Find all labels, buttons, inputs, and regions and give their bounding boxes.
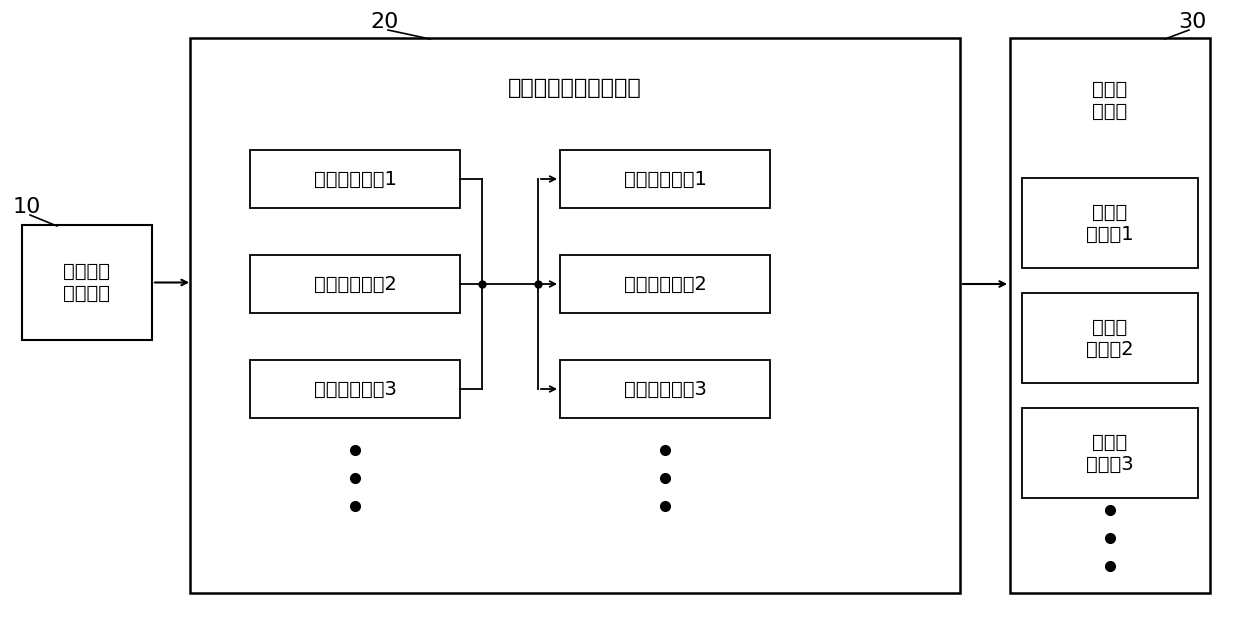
Text: 输入端子视场2: 输入端子视场2: [314, 275, 397, 293]
Bar: [560, 360, 770, 418]
Text: 30: 30: [1178, 12, 1207, 32]
Bar: [250, 255, 460, 313]
Text: 20: 20: [371, 12, 399, 32]
Bar: [1022, 293, 1198, 383]
Text: 光谱分
光系统3: 光谱分 光系统3: [1086, 432, 1133, 473]
Text: 输出端子视场2: 输出端子视场2: [624, 275, 707, 293]
Bar: [560, 255, 770, 313]
Bar: [1022, 408, 1198, 498]
Text: 前置望远
光学系统: 前置望远 光学系统: [63, 262, 110, 303]
Text: 光谱分
光系统1: 光谱分 光系统1: [1086, 202, 1133, 244]
Bar: [1022, 178, 1198, 268]
Bar: [22, 225, 153, 340]
Bar: [1011, 38, 1210, 593]
Text: 输出端子视场3: 输出端子视场3: [624, 379, 707, 399]
Bar: [190, 38, 960, 593]
Text: 输入端子视场3: 输入端子视场3: [314, 379, 397, 399]
Text: 变直径光纤视场分割器: 变直径光纤视场分割器: [508, 78, 642, 98]
Text: 光谱分
光系统: 光谱分 光系统: [1092, 80, 1127, 120]
Text: 输入端子视场1: 输入端子视场1: [314, 169, 397, 189]
Text: 输出端子视场1: 输出端子视场1: [624, 169, 707, 189]
Bar: [250, 150, 460, 208]
Bar: [250, 360, 460, 418]
Text: 10: 10: [12, 197, 41, 217]
Bar: [560, 150, 770, 208]
Text: 光谱分
光系统2: 光谱分 光系统2: [1086, 318, 1133, 358]
